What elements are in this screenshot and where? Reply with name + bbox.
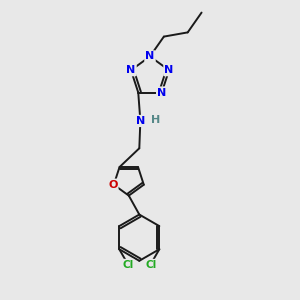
Text: N: N: [164, 65, 174, 75]
Text: O: O: [108, 180, 117, 190]
Text: Cl: Cl: [122, 260, 133, 270]
Text: N: N: [146, 51, 154, 62]
Text: Cl: Cl: [145, 260, 157, 270]
Text: N: N: [136, 116, 145, 126]
Text: N: N: [126, 65, 136, 75]
Text: N: N: [157, 88, 167, 98]
Text: H: H: [151, 115, 160, 125]
